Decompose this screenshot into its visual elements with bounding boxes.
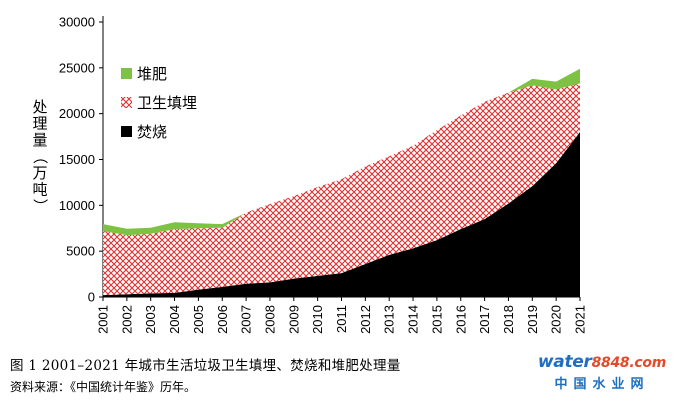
x-tick-label-18: 2019 [525, 305, 540, 334]
y-tick-label-1: 5000 [66, 244, 95, 259]
area-series-1 [103, 83, 580, 296]
x-tick-label-4: 2005 [191, 305, 206, 334]
area-series-0 [103, 132, 580, 297]
y-label-char-0: 处 [32, 98, 47, 116]
logo-number: 8848 [591, 355, 630, 371]
y-label-char-4: 万 [32, 164, 47, 182]
x-tick-label-7: 2008 [262, 305, 277, 334]
y-tick-label-6: 30000 [59, 15, 95, 30]
x-tick-label-9: 2010 [310, 305, 325, 334]
y-label-char-6: ） [31, 198, 49, 213]
chart-area: 0 5000 10000 15000 20000 25000 30000 2001 2002 20… [31, 15, 588, 334]
legend-label-1: 卫生填埋 [137, 94, 197, 112]
x-tick-label-5: 2006 [215, 305, 230, 334]
legend-swatch-2 [121, 126, 132, 137]
x-tick-label-14: 2015 [429, 305, 444, 334]
x-tick-label-3: 2004 [167, 305, 182, 334]
y-label-char-2: 量 [32, 131, 47, 149]
x-tick-label-13: 2014 [406, 305, 421, 334]
x-tick-label-12: 2013 [382, 305, 397, 334]
areas [103, 68, 580, 297]
y-tick-label-3: 15000 [59, 152, 95, 167]
logo-subtitle: 中国水业网 [554, 377, 650, 392]
x-tick-label-19: 2020 [549, 305, 564, 334]
legend-label-0: 堆肥 [137, 65, 167, 83]
logo-suffix: .com [629, 355, 666, 371]
x-tick-label-17: 2018 [501, 305, 516, 334]
x-tick-label-15: 2016 [453, 305, 468, 334]
x-tick-label-1: 2002 [119, 305, 134, 334]
source-note: 资料来源：《中国统计年鉴》历年。 [10, 380, 197, 394]
legend-swatch-0 [121, 68, 132, 79]
y-tick-label-0: 0 [88, 290, 95, 305]
y-label-char-1: 理 [32, 115, 47, 133]
y-tick-label-5: 25000 [59, 60, 95, 75]
legend-label-2: 焚烧 [137, 123, 167, 141]
y-label-char-3: （ [31, 149, 49, 164]
x-tick-label-6: 2007 [239, 305, 254, 334]
figure-caption: 图 1 2001–2021 年城市生活垃圾卫生填埋、焚烧和堆肥处理量 [10, 358, 401, 374]
logo-brand: water [537, 352, 592, 372]
x-tick-label-2: 2003 [143, 305, 158, 334]
y-tick-label-4: 20000 [59, 106, 95, 121]
y-tick-label-2: 10000 [59, 198, 95, 213]
y-axis-label: 处理量（万吨） [31, 98, 49, 214]
x-tick-label-8: 2009 [286, 305, 301, 334]
x-tick-label-11: 2012 [358, 305, 373, 334]
tick-labels: 0 5000 10000 15000 20000 25000 30000 2001 2002 20… [59, 15, 588, 334]
watermark-logo: water8848.com 中国水业网 [538, 352, 666, 392]
x-tick-label-10: 2011 [334, 305, 349, 333]
x-tick-label-16: 2017 [477, 305, 492, 334]
legend-swatch-1 [121, 97, 132, 108]
x-tick-label-0: 2001 [96, 305, 111, 334]
y-label-char-5: 吨 [32, 181, 47, 199]
x-tick-label-20: 2021 [573, 305, 588, 334]
